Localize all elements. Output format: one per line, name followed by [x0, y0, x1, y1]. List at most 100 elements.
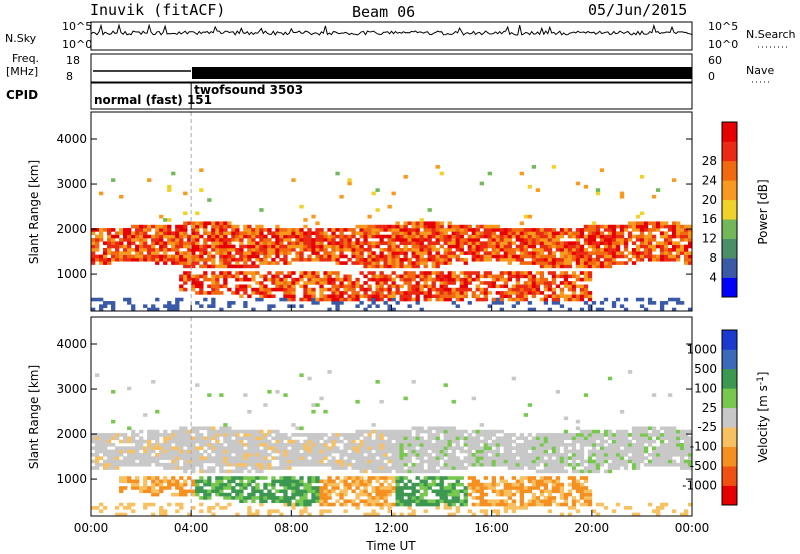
heatmap-cell: [419, 456, 424, 460]
heatmap-cell: [223, 244, 228, 249]
heatmap-cell: [499, 274, 504, 279]
heatmap-cell: [323, 297, 328, 302]
heatmap-cell: [391, 264, 396, 269]
heatmap-cell: [291, 452, 296, 457]
heatmap-cell: [423, 439, 428, 444]
heatmap-cell: [359, 231, 364, 236]
heatmap-cell: [499, 462, 504, 467]
heatmap-cell: [567, 492, 573, 497]
heatmap-cell: [387, 234, 392, 239]
heatmap-cell: [403, 257, 408, 262]
heatmap-cell: [443, 476, 448, 480]
heatmap-cell: [455, 509, 460, 513]
colorbar-tick-label: -25: [697, 420, 717, 434]
heatmap-cell: [535, 241, 541, 245]
heatmap-cell: [619, 462, 625, 467]
heatmap-cell: [427, 284, 432, 289]
heatmap-cell: [567, 482, 573, 487]
heatmap-cell: [231, 456, 236, 460]
heatmap-cell: [135, 482, 140, 487]
heatmap-cell: [143, 228, 148, 232]
heatmap-cell: [171, 482, 176, 487]
heatmap-cell: [655, 254, 661, 259]
heatmap-cell: [215, 244, 220, 249]
heatmap-cell: [167, 228, 172, 232]
heatmap-cell: [659, 254, 665, 259]
heatmap-cell: [515, 466, 521, 470]
heatmap-cell: [219, 433, 224, 437]
heatmap-cell: [507, 452, 512, 457]
heatmap-cell: [347, 443, 352, 447]
heatmap-cell: [395, 489, 400, 494]
heatmap-cell: [267, 462, 272, 467]
heatmap-cell: [687, 449, 693, 454]
heatmap-cell: [291, 459, 296, 464]
heatmap-cell: [387, 264, 392, 269]
heatmap-cell: [575, 436, 581, 441]
heatmap-cell: [659, 426, 665, 431]
heatmap-cell: [447, 241, 452, 245]
heatmap-cell: [131, 456, 136, 460]
heatmap-cell: [387, 297, 392, 302]
heatmap-cell: [107, 228, 112, 232]
heatmap-cell: [343, 482, 348, 487]
heatmap-cell: [687, 502, 693, 507]
heatmap-cell: [163, 449, 168, 454]
heatmap-cell: [651, 244, 657, 249]
heatmap-cell: [315, 452, 320, 457]
heatmap-cell: [331, 247, 336, 252]
heatmap-cell: [367, 512, 372, 517]
heatmap-cell: [495, 429, 500, 434]
heatmap-cell: [611, 238, 617, 242]
heatmap-cell: [515, 446, 521, 450]
heatmap-cell: [203, 443, 208, 447]
heatmap-cell: [579, 228, 585, 232]
heatmap-cell: [255, 512, 260, 517]
colorbar-swatch: [722, 277, 737, 298]
heatmap-cell: [239, 277, 244, 282]
heatmap-cell: [311, 244, 316, 249]
heatmap-cell: [511, 254, 517, 259]
heatmap-cell: [391, 433, 396, 437]
heatmap-cell: [519, 271, 525, 275]
heatmap-cell: [407, 439, 412, 444]
heatmap-cell: [407, 261, 412, 265]
heatmap-cell: [499, 254, 504, 259]
heatmap-cell: [371, 277, 376, 282]
heatmap-cell: [539, 433, 545, 437]
heatmap-cell: [307, 277, 312, 282]
heatmap-cell: [415, 499, 420, 504]
heatmap-cell: [483, 476, 488, 480]
heatmap-cell: [279, 436, 284, 441]
heatmap-cell: [435, 221, 440, 226]
heatmap-cell: [315, 459, 320, 464]
heatmap-cell: [247, 436, 252, 441]
heatmap-cell: [323, 499, 328, 504]
heatmap-cell: [579, 459, 585, 464]
heatmap-cell: [383, 466, 388, 470]
heatmap-cell: [567, 261, 573, 265]
heatmap-cell: [439, 499, 444, 504]
heatmap-cell: [671, 228, 677, 232]
heatmap-cell: [363, 307, 368, 312]
heatmap-cell: [275, 238, 280, 242]
heatmap-cell: [495, 482, 500, 487]
heatmap-cell: [115, 466, 120, 470]
colorbar-swatch: [722, 160, 737, 181]
heatmap-cell: [575, 439, 581, 444]
heatmap-cell: [663, 502, 669, 507]
heatmap-cell: [219, 429, 224, 434]
heatmap-cell: [559, 486, 565, 490]
heatmap-cell: [267, 238, 272, 242]
heatmap-cell: [351, 291, 356, 295]
heatmap-cell: [599, 264, 605, 269]
heatmap-cell: [347, 456, 352, 460]
heatmap-cell: [359, 462, 364, 467]
heatmap-cell: [511, 459, 517, 464]
heatmap-cell: [559, 261, 565, 265]
heatmap-cell: [491, 251, 496, 255]
heatmap-cell: [667, 429, 673, 434]
heatmap-cell: [507, 291, 512, 295]
heatmap-cell: [131, 449, 136, 454]
heatmap-cell: [135, 443, 140, 447]
